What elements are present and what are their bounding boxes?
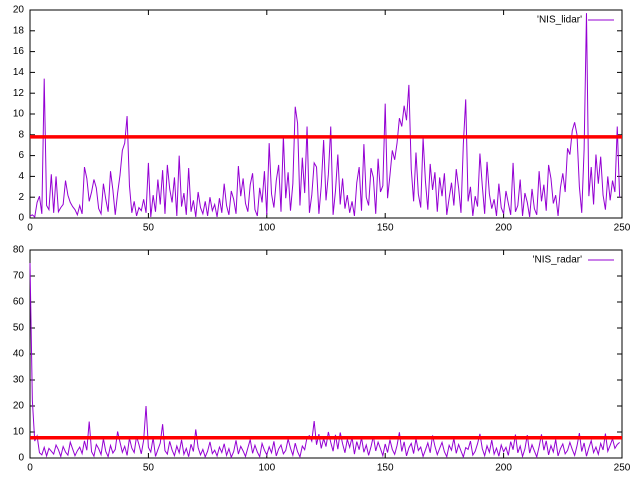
y-tick-label: 50 [13,323,25,334]
x-tick-label: 200 [495,223,512,234]
x-tick-label: 250 [614,223,631,234]
y-tick-label: 80 [13,245,25,256]
x-tick-label: 250 [614,463,631,474]
x-tick-label: 0 [27,463,33,474]
y-tick-label: 0 [18,453,24,464]
legend-label: 'NIS_lidar' [537,15,582,26]
x-tick-label: 0 [27,223,33,234]
x-tick-label: 50 [143,223,155,234]
y-tick-label: 10 [13,427,25,438]
y-tick-label: 40 [13,349,25,360]
y-tick-label: 20 [13,401,25,412]
y-tick-label: 10 [13,109,25,120]
data-line [29,262,620,459]
y-tick-label: 6 [18,150,24,161]
y-tick-label: 60 [13,297,25,308]
x-tick-label: 100 [258,463,275,474]
y-tick-label: 8 [18,129,24,140]
y-tick-label: 14 [13,67,25,78]
x-tick-label: 150 [377,223,394,234]
y-tick-label: 0 [18,213,24,224]
legend-label: 'NIS_radar' [533,255,582,266]
data-line [29,13,621,218]
y-tick-label: 70 [13,271,25,282]
plot-frame [29,249,623,459]
y-tick-label: 4 [18,171,24,182]
x-tick-label: 50 [143,463,155,474]
x-tick-label: 150 [377,463,394,474]
y-tick-label: 16 [13,46,25,57]
x-tick-label: 200 [495,463,512,474]
y-tick-label: 20 [13,5,25,16]
y-tick-label: 12 [13,88,25,99]
y-tick-label: 30 [13,375,25,386]
y-tick-label: 2 [18,192,24,203]
y-tick-label: 18 [13,25,25,36]
x-tick-label: 100 [258,223,275,234]
